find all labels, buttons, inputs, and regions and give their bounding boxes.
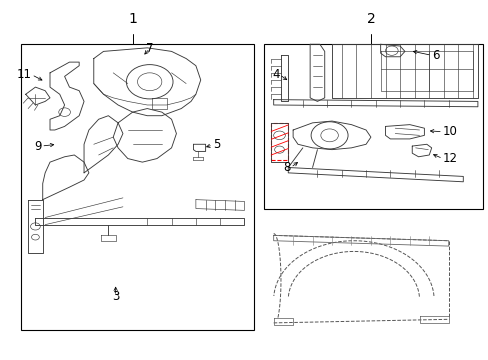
Text: 7: 7 xyxy=(145,42,153,55)
Text: 3: 3 xyxy=(112,289,119,303)
Text: 12: 12 xyxy=(442,152,457,165)
Text: 9: 9 xyxy=(34,140,41,153)
Bar xyxy=(264,44,482,208)
Text: 6: 6 xyxy=(431,49,438,62)
Bar xyxy=(271,123,287,160)
Text: 5: 5 xyxy=(212,139,220,152)
Text: 8: 8 xyxy=(283,161,290,174)
Text: 4: 4 xyxy=(271,68,279,81)
Text: 11: 11 xyxy=(17,68,31,81)
Text: 10: 10 xyxy=(442,125,457,138)
Text: 1: 1 xyxy=(128,12,137,26)
Text: 2: 2 xyxy=(366,12,374,26)
Bar xyxy=(21,44,254,330)
